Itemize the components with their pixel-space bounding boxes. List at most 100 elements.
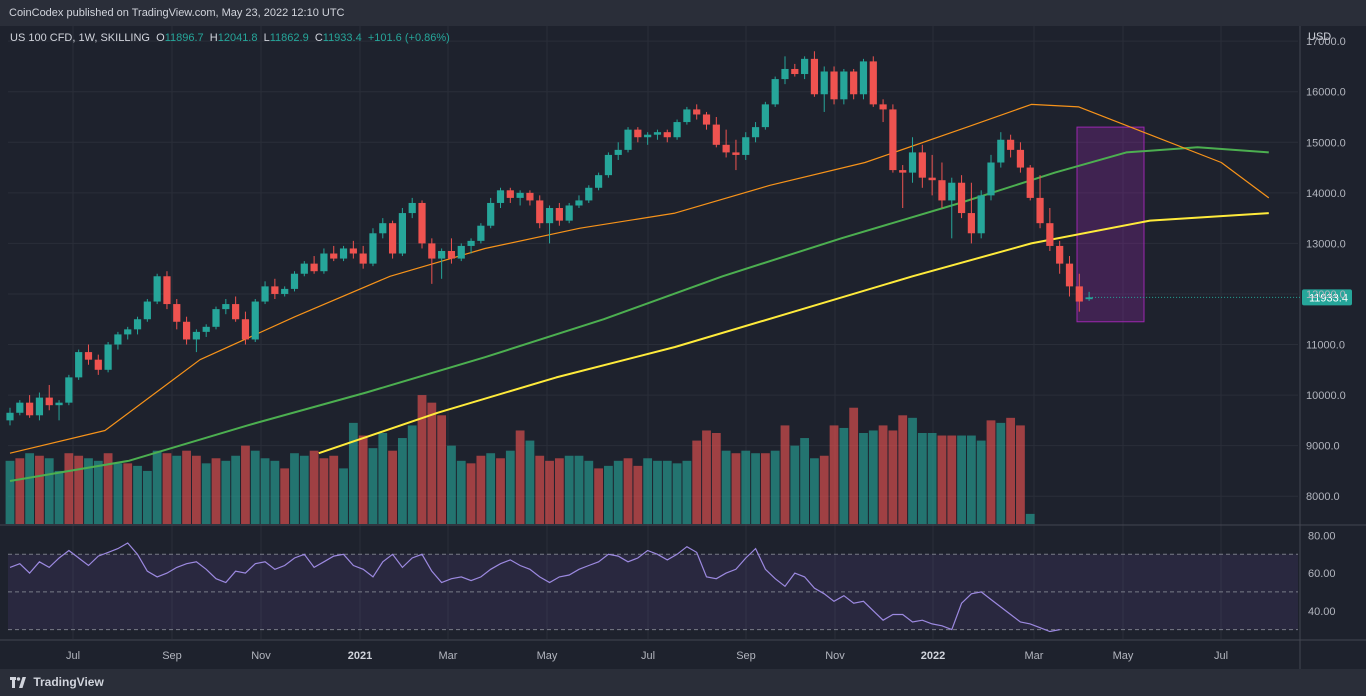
rsi-tick-label: 80.00 xyxy=(1308,530,1336,542)
volume-bar xyxy=(574,455,584,524)
volume-bar xyxy=(927,432,937,524)
volume-bar xyxy=(329,455,339,524)
currency-label: USD xyxy=(1308,31,1331,43)
volume-bar xyxy=(64,453,74,524)
candle-body xyxy=(957,182,966,214)
candle-body xyxy=(379,223,387,234)
price-tick-label: 8000.0 xyxy=(1306,491,1340,503)
last-price-label: 11933.4 xyxy=(1309,292,1348,304)
legend-o-label: O xyxy=(156,32,165,44)
volume-bar xyxy=(908,417,917,524)
time-tick-label: Sep xyxy=(162,650,182,662)
candle-body xyxy=(565,205,573,221)
volume-bar xyxy=(633,465,643,524)
volume-bar xyxy=(653,460,662,524)
candle-body xyxy=(644,134,652,138)
candle-body xyxy=(398,213,406,254)
volume-bar xyxy=(702,430,711,524)
ma-yellow-line xyxy=(318,212,1269,455)
candle-body xyxy=(369,233,377,264)
candle-body xyxy=(320,253,328,272)
candle-body xyxy=(124,329,132,335)
candle-body xyxy=(948,182,956,201)
candle-body xyxy=(997,139,1005,163)
volume-bar xyxy=(741,450,751,524)
candle-body xyxy=(742,137,750,155)
candle-body xyxy=(35,397,44,416)
volume-bar xyxy=(868,430,878,524)
candle-body xyxy=(477,225,485,241)
time-tick-label: May xyxy=(1113,650,1134,662)
candle-body xyxy=(810,58,819,95)
price-tick-label: 9000.0 xyxy=(1306,441,1340,453)
volume-bar xyxy=(594,468,603,524)
candle-body xyxy=(536,200,544,224)
candle-body xyxy=(173,304,181,322)
volume-bar xyxy=(437,415,447,524)
legend-change: +101.6 (+0.86%) xyxy=(368,32,450,44)
candle-body xyxy=(928,177,936,181)
candle-body xyxy=(16,402,24,413)
candle-body xyxy=(859,61,868,95)
time-tick-label: Nov xyxy=(251,650,271,662)
price-tick-label: 11000.0 xyxy=(1306,340,1345,352)
candle-body xyxy=(310,263,318,272)
volume-bar xyxy=(5,460,15,524)
volume-bar xyxy=(290,453,299,524)
volume-bar xyxy=(849,407,859,524)
volume-bar xyxy=(976,440,986,524)
candle-body xyxy=(182,321,191,340)
price-tick-label: 10000.0 xyxy=(1306,390,1346,402)
volume-bar xyxy=(447,445,456,524)
volume-bar xyxy=(172,455,182,524)
candle-body xyxy=(75,352,83,378)
chart-area[interactable]: 11933.4 USD 8000.0 9000.0 10000.0 11000.0 1200… xyxy=(0,26,1366,669)
candle-body xyxy=(987,162,995,196)
candle-body xyxy=(850,71,858,95)
volume-bar xyxy=(682,460,692,524)
candle-body xyxy=(879,104,887,110)
candle-body xyxy=(585,187,593,201)
price-tick-label: 13000.0 xyxy=(1306,238,1346,250)
volume-bar xyxy=(456,460,466,524)
volume-bar xyxy=(760,453,770,524)
volume-bar xyxy=(662,460,672,524)
volume-bar xyxy=(672,463,682,524)
time-tick-label: 2021 xyxy=(348,650,372,662)
candle-body xyxy=(457,245,465,259)
candle-body xyxy=(202,326,210,332)
volume-bar xyxy=(564,455,574,524)
candle-body xyxy=(339,248,348,259)
candle-body xyxy=(889,109,897,171)
volume-bar xyxy=(74,455,84,524)
volume-bar xyxy=(584,460,594,524)
candle-body xyxy=(1056,245,1064,264)
candle-body xyxy=(781,68,789,80)
candle-body xyxy=(65,377,73,403)
volume-bar xyxy=(692,440,702,524)
volume-bar xyxy=(819,455,829,524)
candle-body xyxy=(222,304,230,310)
candle-body xyxy=(683,109,691,123)
volume-bar xyxy=(829,425,839,524)
candle-body xyxy=(261,286,269,302)
volume-bar xyxy=(957,435,966,524)
candle-body xyxy=(330,253,338,259)
candle-body xyxy=(840,71,848,100)
volume-bar xyxy=(466,463,476,524)
volume-bar xyxy=(800,438,810,524)
candle-body xyxy=(487,202,495,226)
volume-bar xyxy=(947,435,957,524)
volume-bar xyxy=(93,460,103,524)
volume-bar xyxy=(398,438,407,524)
volume-bar xyxy=(859,432,868,524)
volume-bar xyxy=(1006,417,1016,524)
rsi-line xyxy=(9,542,1060,633)
candle-body xyxy=(1026,167,1034,198)
candle-body xyxy=(614,149,622,155)
candle-body xyxy=(634,129,642,138)
volume-bar xyxy=(162,453,172,524)
volume-bar xyxy=(515,430,525,524)
price-chart[interactable]: 11933.4 USD 8000.0 9000.0 10000.0 11000.0 1200… xyxy=(0,26,1366,669)
price-tick-label: 16000.0 xyxy=(1306,87,1346,99)
